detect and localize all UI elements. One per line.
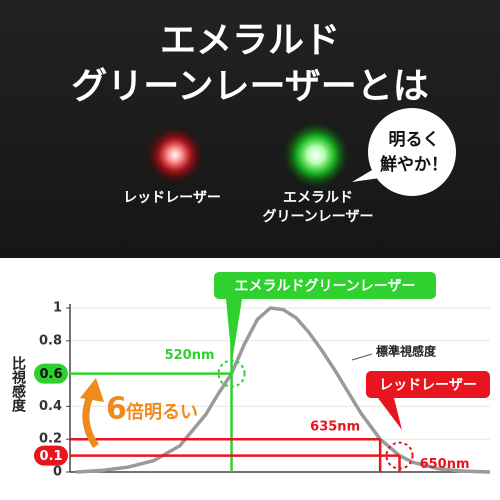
wavelength-label: 635nm	[310, 420, 360, 435]
title: エメラルド	[160, 20, 340, 61]
callout-label: エメラルドグリーンレーザー	[234, 278, 415, 295]
green-label: エメラルド	[283, 190, 353, 206]
wavelength-label: 520nm	[165, 348, 215, 363]
ratio-arrow-head	[80, 378, 104, 402]
highlight-ring	[217, 359, 246, 388]
level-pill	[34, 363, 68, 384]
series-leader	[351, 353, 373, 361]
green-label: グリーンレーザー	[262, 208, 373, 225]
ratio-text: 倍明るい	[126, 401, 198, 423]
series-name: 標準視感度	[376, 344, 437, 359]
y-tick-label: 0.4	[39, 399, 62, 414]
bubble-tail	[352, 170, 380, 182]
callout-label: レッドレーザー	[379, 378, 477, 394]
level-pill	[34, 445, 68, 466]
curve	[76, 306, 491, 474]
highlight-ring	[385, 441, 414, 470]
y-axis-label: 比視感度	[10, 355, 27, 413]
callout-box	[214, 272, 436, 299]
bubble	[368, 108, 456, 196]
bubble-text: 鮮やか！	[380, 154, 448, 175]
red-glow	[145, 125, 205, 185]
level-pill-label: 0.1	[39, 449, 62, 464]
wavelength-label: 650nm	[420, 457, 470, 472]
y-tick-label: 0.2	[39, 432, 62, 447]
plot: 0 0.2 0.4 0.8 1 標準視感度 520nm 0.6 エメラルドグリーンレーザー 635…	[34, 272, 491, 480]
title: グリーンレーザーとは	[71, 66, 428, 107]
bubble-text: 明るく	[389, 130, 440, 150]
y-tick-label: 1	[53, 301, 62, 316]
y-tick-label: 0.8	[39, 333, 62, 348]
level-pill-label: 0.6	[39, 367, 62, 382]
callout-tail	[378, 398, 402, 430]
red-label: レッドレーザー	[123, 190, 221, 206]
callout-box	[366, 371, 490, 398]
green-glow	[282, 121, 350, 189]
y-tick-label: 0	[53, 465, 62, 480]
ratio-number: 6	[106, 392, 127, 427]
callout-tail	[226, 299, 242, 362]
